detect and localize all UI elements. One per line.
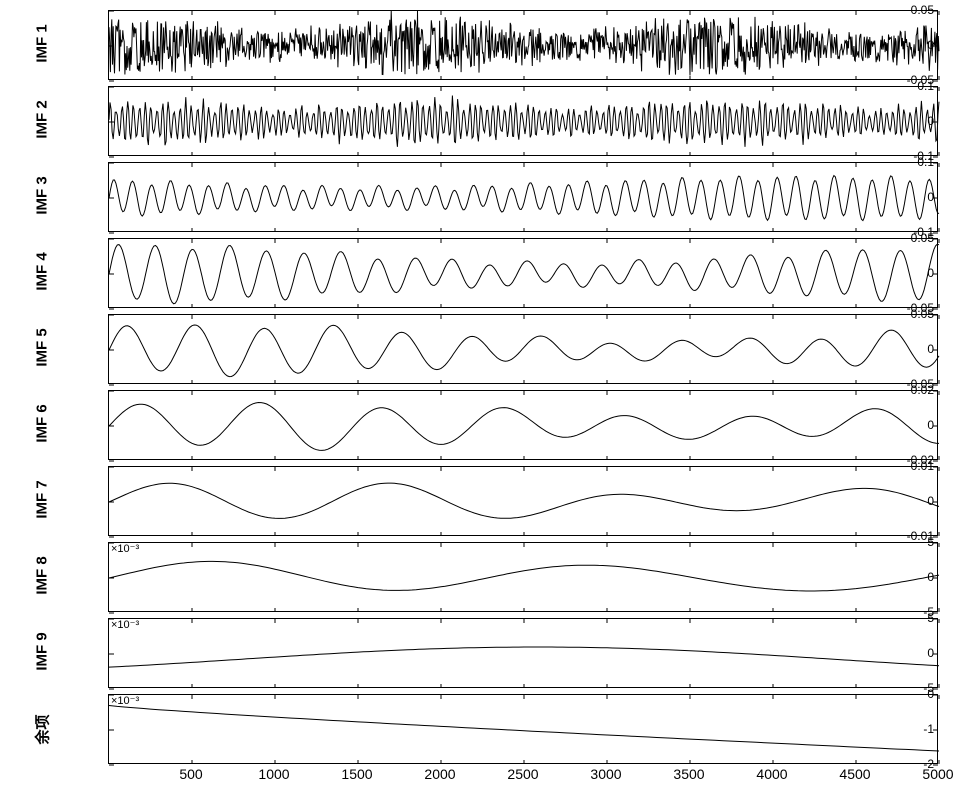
ytick-label: 0.05	[830, 231, 934, 245]
ytick-label: 0.1	[830, 79, 934, 93]
ylabel-10: 余项	[32, 700, 53, 760]
plot-area-5	[108, 314, 938, 384]
signal-svg-2	[109, 87, 939, 157]
ylabel-2: IMF 2	[34, 90, 51, 150]
ytick-label: 5	[830, 611, 934, 625]
ylabel-6: IMF 6	[34, 394, 51, 454]
emd-decomposition-figure: IMF 1-0.0500.05IMF 2-0.100.1IMF 3-0.100.…	[0, 0, 953, 795]
ytick-label: 0	[830, 687, 934, 701]
signal-line-2	[109, 96, 939, 147]
ylabel-5: IMF 5	[34, 318, 51, 378]
signal-line-6	[109, 403, 939, 451]
xtick-label: 3500	[673, 766, 704, 782]
signal-line-10	[109, 706, 939, 752]
plot-area-6	[108, 390, 938, 460]
ylabel-4: IMF 4	[34, 242, 51, 302]
ytick-label: 0.01	[830, 459, 934, 473]
ytick-label: 0	[830, 114, 934, 128]
signal-svg-5	[109, 315, 939, 385]
plot-area-8: ×10⁻³	[108, 542, 938, 612]
ytick-label: 0.1	[830, 155, 934, 169]
ytick-label: 0	[830, 190, 934, 204]
subplot-9: IMF 9×10⁻³-505	[0, 618, 938, 688]
ytick-label: 0.05	[830, 307, 934, 321]
plot-area-2	[108, 86, 938, 156]
subplot-6: IMF 6-0.0200.02	[0, 390, 938, 460]
plot-area-1	[108, 10, 938, 80]
xtick-label: 2500	[507, 766, 538, 782]
ylabel-3: IMF 3	[34, 166, 51, 226]
signal-svg-7	[109, 467, 939, 537]
signal-svg-8	[109, 543, 939, 613]
subplot-4: IMF 4-0.0500.05	[0, 238, 938, 308]
ylabel-7: IMF 7	[34, 470, 51, 530]
xtick-label: 4000	[756, 766, 787, 782]
signal-line-1	[109, 11, 939, 76]
ytick-label: 0.05	[830, 3, 934, 17]
plot-area-3	[108, 162, 938, 232]
subplot-8: IMF 8×10⁻³-505	[0, 542, 938, 612]
signal-svg-1	[109, 11, 939, 81]
ytick-label: 0	[830, 646, 934, 660]
signal-line-7	[109, 483, 939, 518]
ytick-label: 0	[830, 570, 934, 584]
signal-line-8	[109, 561, 939, 591]
ylabel-1: IMF 1	[34, 14, 51, 74]
signal-svg-3	[109, 163, 939, 233]
xtick-label: 1500	[341, 766, 372, 782]
plot-area-10: ×10⁻³	[108, 694, 938, 764]
ylabel-8: IMF 8	[34, 546, 51, 606]
subplot-10: 余项×10⁻³-2-10	[0, 694, 938, 764]
signal-svg-4	[109, 239, 939, 309]
subplot-3: IMF 3-0.100.1	[0, 162, 938, 232]
signal-svg-10	[109, 695, 939, 765]
signal-line-3	[109, 176, 939, 221]
ytick-label: 0	[830, 266, 934, 280]
ytick-label: 0	[830, 494, 934, 508]
plot-area-9: ×10⁻³	[108, 618, 938, 688]
xtick-label: 500	[179, 766, 202, 782]
signal-line-5	[109, 325, 939, 377]
xtick-label: 3000	[590, 766, 621, 782]
signal-line-9	[109, 647, 939, 667]
xtick-label: 5000	[922, 766, 953, 782]
ytick-label: 0	[830, 418, 934, 432]
subplot-5: IMF 5-0.0500.05	[0, 314, 938, 384]
ytick-label: 5	[830, 535, 934, 549]
subplot-2: IMF 2-0.100.1	[0, 86, 938, 156]
ytick-label: -1	[830, 722, 934, 736]
xtick-label: 2000	[424, 766, 455, 782]
ylabel-9: IMF 9	[34, 622, 51, 682]
xtick-label: 1000	[258, 766, 289, 782]
xtick-label: 4500	[839, 766, 870, 782]
plot-area-4	[108, 238, 938, 308]
x-axis-labels: 500100015002000250030003500400045005000	[108, 764, 938, 784]
signal-svg-6	[109, 391, 939, 461]
subplot-1: IMF 1-0.0500.05	[0, 10, 938, 80]
ytick-label: 0.02	[830, 383, 934, 397]
signal-line-4	[109, 244, 939, 304]
subplot-7: IMF 7-0.0100.01	[0, 466, 938, 536]
plot-area-7	[108, 466, 938, 536]
ytick-label: 0	[830, 38, 934, 52]
signal-svg-9	[109, 619, 939, 689]
ytick-label: 0	[830, 342, 934, 356]
